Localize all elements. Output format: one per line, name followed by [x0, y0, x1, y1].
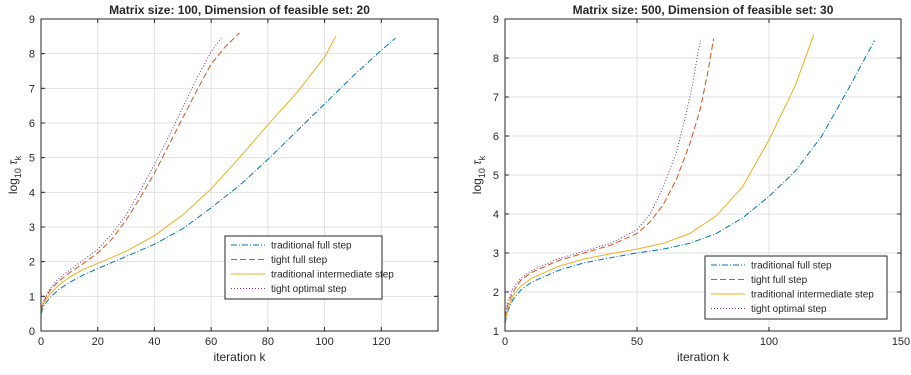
y-axis-label-part: k	[13, 155, 23, 160]
y-tick-label: 6	[29, 118, 35, 130]
legend-label-4: tight optimal step	[271, 284, 347, 295]
chart-title: Matrix size: 500, Dimension of feasible …	[573, 3, 834, 17]
chart-2: 0 50 100 150 1 2 3 4 5 6 7 8 9 Matrix size: 500, Dime…	[470, 3, 910, 364]
series-line-3	[504, 34, 815, 322]
y-axis-label-part: τ	[6, 159, 20, 168]
legend-label-2: tight full step	[271, 255, 328, 266]
series-line-2	[40, 32, 240, 311]
x-tick-label: 100	[760, 336, 778, 348]
legend-label-2: tight full step	[751, 275, 808, 286]
legend-label-3: traditional intermediate step	[751, 290, 874, 301]
series-line-1	[40, 37, 396, 314]
chart-1: 0 20 40 60 80 100 120 0 1 2 3 4 5 6 7 8 9 Matrix size: 10…	[6, 3, 439, 364]
y-tick-label: 4	[29, 187, 35, 199]
y-tick-label: 8	[493, 53, 499, 65]
x-tick-label: 0	[38, 336, 44, 348]
x-axis-label: iteration k	[213, 350, 266, 364]
y-tick-label: 5	[493, 170, 499, 182]
y-axis-label-part: k	[477, 155, 487, 160]
x-tick-label: 120	[372, 336, 390, 348]
y-axis-label: log10 τk	[470, 155, 487, 194]
y-axis-label-part: τ	[470, 159, 484, 168]
y-tick-label: 6	[493, 131, 499, 143]
x-tick-label: 80	[262, 336, 274, 348]
legend-label-4: tight optimal step	[751, 304, 827, 315]
y-tick-label: 1	[29, 291, 35, 303]
y-tick-label: 3	[493, 248, 499, 260]
x-tick-label: 100	[315, 336, 333, 348]
y-tick-label: 9	[29, 14, 35, 26]
y-tick-label: 8	[29, 49, 35, 61]
x-tick-label: 150	[892, 336, 910, 348]
y-tick-label: 5	[29, 153, 35, 165]
series-line-4	[40, 36, 223, 310]
y-axis-label-part: log	[6, 178, 20, 194]
y-tick-label: 7	[29, 83, 35, 95]
x-tick-label: 60	[205, 336, 217, 348]
y-tick-label: 0	[29, 326, 35, 338]
y-tick-label: 1	[493, 326, 499, 338]
legend-label-1: traditional full step	[271, 241, 352, 252]
axes-box	[40, 18, 439, 332]
y-tick-label: 9	[493, 14, 499, 26]
y-tick-label: 4	[493, 209, 499, 221]
series-line-2	[504, 38, 715, 318]
legend-label-1: traditional full step	[751, 261, 832, 272]
y-axis-label-part: 10	[477, 168, 487, 178]
series-line-1	[504, 40, 876, 324]
y-axis-label-part: log	[470, 178, 484, 194]
legend-label-3: traditional intermediate step	[271, 270, 394, 281]
series-line-3	[40, 36, 337, 313]
x-axis-label: iteration k	[677, 350, 730, 364]
legend: traditional full step tight full step trad…	[704, 255, 888, 320]
series-line-4	[504, 40, 701, 316]
x-tick-label: 20	[92, 336, 104, 348]
y-tick-label: 2	[493, 287, 499, 299]
legend: traditional full step tight full step trad…	[224, 235, 394, 300]
y-tick-label: 2	[29, 257, 35, 269]
y-tick-label: 3	[29, 222, 35, 234]
legend-box	[224, 235, 383, 300]
y-tick-label: 7	[493, 92, 499, 104]
y-axis-label: log10 τk	[6, 155, 23, 194]
x-tick-label: 40	[148, 336, 160, 348]
y-axis-label-part: 10	[13, 168, 23, 178]
x-tick-label: 0	[502, 336, 508, 348]
x-tick-label: 50	[631, 336, 643, 348]
chart-title: Matrix size: 100, Dimension of feasible …	[109, 3, 370, 17]
